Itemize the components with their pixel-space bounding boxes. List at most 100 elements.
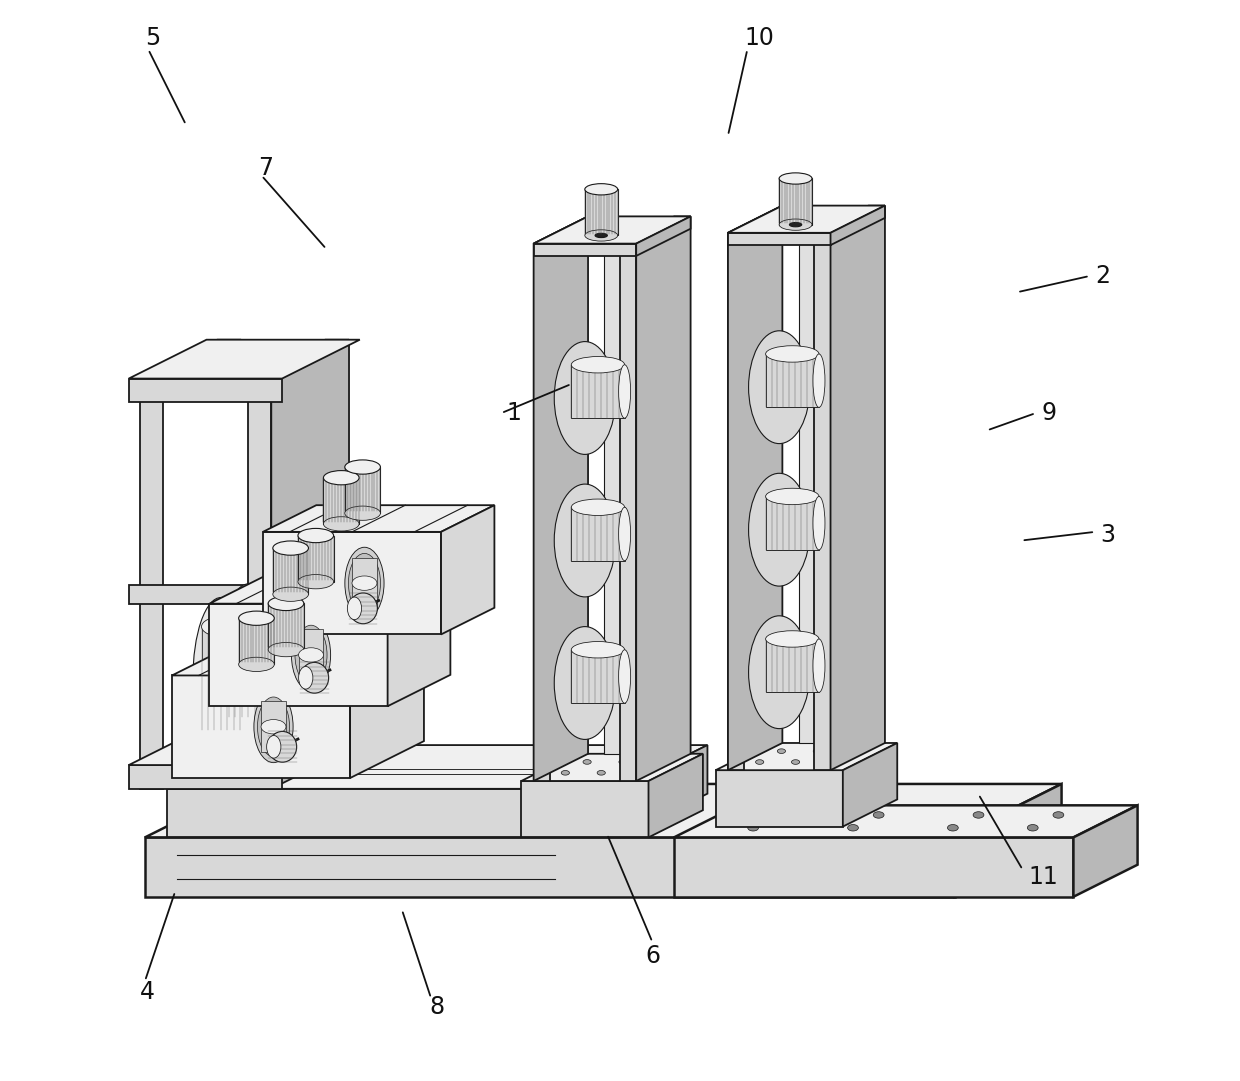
Ellipse shape [268, 732, 296, 762]
Ellipse shape [1028, 825, 1038, 831]
Polygon shape [388, 572, 450, 706]
Ellipse shape [347, 597, 362, 619]
Ellipse shape [268, 597, 304, 611]
Polygon shape [129, 339, 360, 378]
Polygon shape [129, 585, 281, 604]
Ellipse shape [619, 760, 627, 764]
Ellipse shape [562, 771, 569, 775]
Polygon shape [521, 753, 703, 780]
Polygon shape [145, 784, 1061, 838]
Ellipse shape [572, 357, 625, 373]
Ellipse shape [291, 619, 331, 691]
Polygon shape [129, 378, 281, 402]
Polygon shape [521, 780, 649, 838]
Ellipse shape [748, 825, 759, 831]
Text: 9: 9 [1042, 401, 1056, 425]
Ellipse shape [585, 184, 618, 195]
Polygon shape [441, 505, 495, 635]
Polygon shape [728, 205, 885, 232]
Polygon shape [272, 339, 348, 789]
Ellipse shape [324, 470, 360, 485]
Polygon shape [210, 603, 388, 706]
Ellipse shape [749, 473, 810, 586]
Polygon shape [263, 505, 495, 532]
Ellipse shape [595, 233, 608, 238]
Ellipse shape [348, 553, 381, 613]
Polygon shape [166, 745, 708, 789]
Polygon shape [533, 216, 691, 243]
Text: 8: 8 [429, 995, 444, 1019]
Polygon shape [268, 603, 304, 650]
Polygon shape [728, 232, 831, 245]
Polygon shape [533, 216, 604, 243]
Polygon shape [350, 639, 424, 778]
Polygon shape [636, 216, 691, 256]
Ellipse shape [298, 529, 334, 543]
Ellipse shape [634, 771, 641, 775]
Ellipse shape [849, 749, 857, 753]
Ellipse shape [273, 587, 309, 601]
Polygon shape [248, 378, 272, 789]
Ellipse shape [262, 720, 286, 734]
Text: 2: 2 [1095, 264, 1110, 288]
Ellipse shape [268, 642, 304, 657]
Ellipse shape [238, 611, 274, 625]
Ellipse shape [345, 459, 381, 475]
Ellipse shape [813, 496, 825, 550]
Polygon shape [649, 753, 703, 838]
Polygon shape [129, 765, 281, 789]
Polygon shape [572, 507, 625, 561]
Ellipse shape [295, 625, 327, 684]
Ellipse shape [813, 639, 825, 693]
Polygon shape [324, 478, 360, 524]
Ellipse shape [299, 667, 312, 689]
Polygon shape [273, 548, 309, 595]
Ellipse shape [779, 219, 812, 230]
Polygon shape [166, 789, 620, 838]
Ellipse shape [238, 657, 274, 671]
Ellipse shape [777, 749, 785, 753]
Ellipse shape [779, 173, 812, 184]
Polygon shape [263, 532, 441, 635]
Polygon shape [172, 676, 350, 778]
Ellipse shape [572, 499, 625, 516]
Polygon shape [299, 629, 324, 681]
Polygon shape [728, 205, 782, 770]
Ellipse shape [973, 812, 983, 818]
Polygon shape [572, 364, 625, 418]
Polygon shape [955, 784, 1061, 897]
Ellipse shape [749, 616, 810, 729]
Text: 1: 1 [507, 401, 522, 425]
Polygon shape [140, 378, 164, 789]
Polygon shape [172, 639, 424, 676]
Polygon shape [533, 243, 636, 256]
Polygon shape [779, 178, 812, 225]
Polygon shape [533, 216, 588, 780]
Text: 11: 11 [1028, 865, 1058, 890]
Ellipse shape [348, 593, 377, 624]
Polygon shape [620, 216, 691, 243]
Polygon shape [715, 770, 843, 827]
Ellipse shape [947, 825, 959, 831]
Polygon shape [728, 205, 799, 232]
Ellipse shape [554, 342, 615, 454]
Polygon shape [202, 627, 241, 731]
Polygon shape [843, 743, 898, 827]
Ellipse shape [791, 760, 800, 764]
Text: 4: 4 [140, 979, 155, 1004]
Polygon shape [799, 205, 868, 743]
Ellipse shape [774, 812, 784, 818]
Text: 7: 7 [258, 156, 273, 181]
Polygon shape [636, 216, 691, 780]
Ellipse shape [345, 547, 384, 619]
Ellipse shape [585, 230, 618, 241]
Ellipse shape [873, 812, 884, 818]
Ellipse shape [554, 484, 615, 597]
Ellipse shape [813, 749, 821, 753]
Polygon shape [533, 243, 551, 780]
Polygon shape [604, 216, 675, 753]
Ellipse shape [749, 331, 810, 443]
Text: 5: 5 [145, 26, 160, 51]
Polygon shape [228, 613, 268, 717]
Polygon shape [765, 353, 818, 408]
